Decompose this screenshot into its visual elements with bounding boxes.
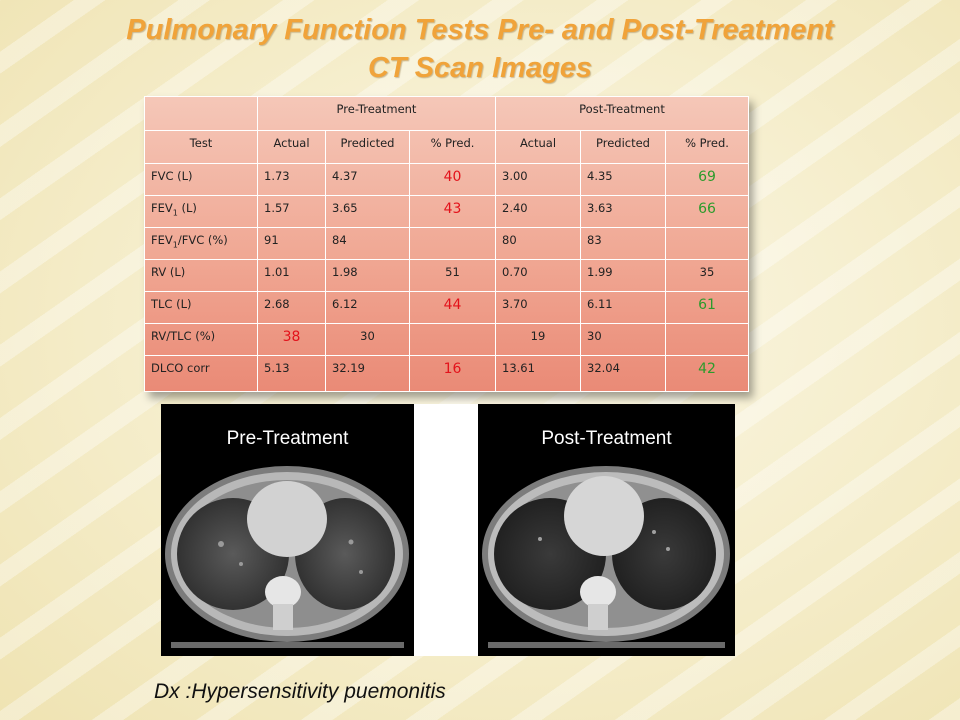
pre-actual: 5.13	[257, 355, 326, 392]
pre-actual: 2.68	[257, 291, 326, 325]
pre-pct	[409, 226, 496, 261]
post-predicted: 4.35	[580, 162, 666, 196]
pre-pct: 16	[409, 355, 496, 392]
pre-predicted: 1.98	[325, 258, 410, 293]
header-pre-pct: % Pred.	[409, 130, 496, 164]
post-actual: 13.61	[495, 355, 581, 392]
post-actual: 3.70	[495, 291, 581, 325]
table-column-header-row: Test Actual Predicted % Pred. Actual Pre…	[144, 130, 749, 164]
pre-predicted: 6.12	[325, 291, 410, 325]
slide-subtitle: CT Scan Images	[367, 52, 593, 84]
pft-table: Pre-Treatment Post-Treatment Test Actual…	[144, 95, 749, 392]
pre-pct: 44	[409, 291, 496, 325]
post-actual: 80	[495, 226, 581, 261]
header-test: Test	[144, 130, 258, 164]
post-actual: 19	[495, 323, 581, 357]
post-pct: 66	[665, 194, 749, 228]
pre-actual: 38	[257, 323, 326, 357]
pre-pct: 51	[409, 258, 496, 293]
post-pct: 35	[665, 258, 749, 293]
post-predicted: 6.11	[580, 291, 666, 325]
test-name: RV/TLC (%)	[144, 323, 258, 357]
ct-gap	[414, 404, 478, 656]
ct-scan-pre-treatment: Pre-Treatment	[161, 404, 414, 656]
ct-label-pre: Pre-Treatment	[226, 428, 349, 449]
test-name: FVC (L)	[144, 162, 258, 196]
table-row: FVC (L) 1.73 4.37 40 3.00 4.35 69	[144, 162, 749, 196]
ct-scan-post-treatment: Post-Treatment	[478, 404, 735, 656]
pre-predicted: 3.65	[325, 194, 410, 228]
post-pct: 42	[665, 355, 749, 392]
pre-actual: 1.57	[257, 194, 326, 228]
pre-pct: 40	[409, 162, 496, 196]
header-pre-treatment: Pre-Treatment	[257, 95, 496, 132]
post-predicted: 3.63	[580, 194, 666, 228]
test-name: RV (L)	[144, 258, 258, 293]
ct-scan-images: Pre-Treatment Post-Treatment	[161, 404, 735, 656]
header-post-pct: % Pred.	[665, 130, 749, 164]
pre-actual: 1.01	[257, 258, 326, 293]
pre-actual: 1.73	[257, 162, 326, 196]
pre-pct	[409, 323, 496, 357]
pre-pct: 43	[409, 194, 496, 228]
slide-title: Pulmonary Function Tests Pre- and Post-T…	[126, 14, 834, 46]
table-row: FEV1 (L) 1.57 3.65 43 2.40 3.63 66	[144, 194, 749, 228]
table-row: RV/TLC (%) 38 30 19 30	[144, 323, 749, 357]
header-post-treatment: Post-Treatment	[495, 95, 749, 132]
table-row: DLCO corr 5.13 32.19 16 13.61 32.04 42	[144, 355, 749, 392]
test-name: TLC (L)	[144, 291, 258, 325]
table-row: FEV1/FVC (%) 91 84 80 83	[144, 226, 749, 261]
post-actual: 2.40	[495, 194, 581, 228]
post-pct: 69	[665, 162, 749, 196]
pre-predicted: 84	[325, 226, 410, 261]
post-actual: 0.70	[495, 258, 581, 293]
pre-actual: 91	[257, 226, 326, 261]
pre-predicted: 30	[325, 323, 410, 357]
diagnosis-caption: Dx :Hypersensitivity puemonitis	[154, 680, 446, 703]
post-predicted: 83	[580, 226, 666, 261]
table-row: TLC (L) 2.68 6.12 44 3.70 6.11 61	[144, 291, 749, 325]
post-pct	[665, 226, 749, 261]
post-pct	[665, 323, 749, 357]
post-predicted: 32.04	[580, 355, 666, 392]
header-pre-actual: Actual	[257, 130, 326, 164]
test-name: FEV1/FVC (%)	[144, 226, 258, 261]
test-name: DLCO corr	[144, 355, 258, 392]
pre-predicted: 4.37	[325, 162, 410, 196]
header-post-predicted: Predicted	[580, 130, 666, 164]
table-row: RV (L) 1.01 1.98 51 0.70 1.99 35	[144, 258, 749, 293]
ct-label-post: Post-Treatment	[541, 428, 672, 449]
post-predicted: 1.99	[580, 258, 666, 293]
test-name: FEV1 (L)	[144, 194, 258, 228]
post-predicted: 30	[580, 323, 666, 357]
header-post-actual: Actual	[495, 130, 581, 164]
post-pct: 61	[665, 291, 749, 325]
post-actual: 3.00	[495, 162, 581, 196]
table-group-header-row: Pre-Treatment Post-Treatment	[144, 95, 749, 132]
header-pre-predicted: Predicted	[325, 130, 410, 164]
pre-predicted: 32.19	[325, 355, 410, 392]
ct-scan-pre-image	[165, 466, 409, 648]
header-empty-cell	[144, 95, 258, 132]
ct-scan-post-image	[482, 466, 730, 648]
